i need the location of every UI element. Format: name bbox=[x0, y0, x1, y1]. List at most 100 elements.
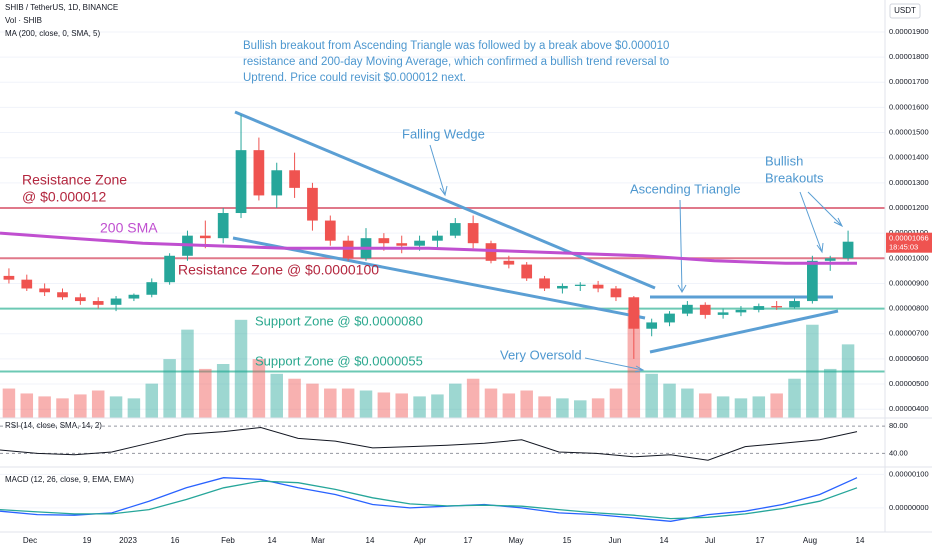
candle-body bbox=[449, 223, 461, 236]
x-tick-label: Jul bbox=[705, 536, 715, 545]
x-tick-label: 19 bbox=[83, 536, 92, 545]
volume-bar bbox=[716, 396, 730, 418]
rsi-legend: RSI (14, close, SMA, 14, 2) bbox=[5, 421, 102, 430]
currency[interactable]: USDT bbox=[894, 6, 916, 15]
volume-legend: Vol · SHIB bbox=[5, 16, 42, 25]
y-tick-label: 0.00001300 bbox=[889, 178, 929, 187]
x-tick-label: Aug bbox=[803, 536, 817, 545]
annotation: Bullish bbox=[765, 153, 803, 168]
zone-label: @ $0.000012 bbox=[22, 189, 106, 205]
candle-body bbox=[771, 306, 783, 308]
y-tick-label: 0.00001800 bbox=[889, 52, 929, 61]
candle-body bbox=[717, 312, 729, 315]
volume-bar bbox=[431, 394, 444, 418]
candle-body bbox=[574, 284, 586, 286]
volume-bar bbox=[645, 373, 658, 418]
volume-bar bbox=[181, 329, 194, 418]
y-tick-label: 0.00000800 bbox=[889, 304, 929, 313]
volume-bar bbox=[252, 359, 266, 418]
volume-bar bbox=[627, 310, 641, 418]
candle-body bbox=[414, 240, 425, 246]
candle-body bbox=[467, 223, 479, 244]
volume-bar bbox=[538, 396, 551, 418]
candle-body bbox=[307, 187, 318, 221]
volume-bar bbox=[234, 319, 248, 418]
y-tick-label: 0.00001100 bbox=[889, 228, 928, 237]
annotation: Breakouts bbox=[765, 170, 824, 185]
x-tick-label: 2023 bbox=[119, 536, 137, 545]
y-tick-label: 0.00001900 bbox=[889, 27, 929, 36]
y-tick-label: 0.00000700 bbox=[889, 329, 929, 338]
volume-bar bbox=[306, 383, 319, 418]
x-tick-label: Apr bbox=[414, 536, 427, 545]
volume-bar bbox=[38, 396, 51, 418]
volume-bar bbox=[109, 396, 123, 418]
volume-bar bbox=[91, 390, 105, 418]
volume-bar bbox=[449, 383, 462, 418]
candle-body bbox=[289, 170, 300, 188]
x-tick-label: Jun bbox=[609, 536, 622, 545]
candle-body bbox=[432, 235, 443, 241]
candle-body bbox=[646, 322, 658, 329]
y-tick-label: 0.00000600 bbox=[889, 354, 929, 363]
volume-bar bbox=[56, 398, 69, 418]
candle-body bbox=[503, 260, 515, 265]
candle-body bbox=[92, 301, 104, 305]
candle-body bbox=[57, 292, 68, 298]
volume-bar bbox=[502, 393, 516, 418]
headline: Uptrend. Price could revisit $0.000012 n… bbox=[243, 72, 466, 84]
triangle-bottom bbox=[649, 309, 839, 354]
volume-bar bbox=[199, 368, 212, 418]
countdown: 18:45:03 bbox=[889, 243, 918, 252]
annotation: Falling Wedge bbox=[402, 126, 485, 141]
zone-label: Resistance Zone @ $0.0000100 bbox=[178, 262, 379, 278]
volume-bar bbox=[395, 393, 408, 418]
x-tick-label: Feb bbox=[221, 536, 235, 545]
volume-bar bbox=[145, 383, 159, 418]
x-tick-label: May bbox=[508, 536, 523, 545]
volume-bar bbox=[752, 396, 766, 418]
candle-body bbox=[789, 301, 800, 308]
ma-legend: MA (200, close, 0, SMA, 5) bbox=[5, 29, 100, 38]
candle-body bbox=[39, 288, 50, 293]
y-tick-label: 0.00000500 bbox=[889, 379, 929, 388]
currency-box[interactable] bbox=[889, 3, 921, 19]
x-tick-label: 17 bbox=[756, 536, 765, 545]
y-tick-label: 0.00001600 bbox=[889, 102, 929, 111]
wedge-bottom bbox=[232, 236, 646, 320]
candle-body bbox=[110, 298, 122, 305]
candle-body bbox=[592, 284, 604, 289]
volume-bar bbox=[377, 392, 391, 418]
under-layer bbox=[0, 31, 885, 418]
x-tick-label: 14 bbox=[856, 536, 865, 545]
candle-body bbox=[664, 313, 675, 323]
sma-label: 200 SMA bbox=[100, 220, 158, 236]
volume-bar bbox=[734, 398, 748, 418]
volume-bar bbox=[466, 378, 480, 418]
candle-body bbox=[824, 258, 836, 261]
volume-bar bbox=[841, 344, 855, 418]
y-tick-label: 0.00001700 bbox=[889, 77, 929, 86]
macd-tick-label: 0.00000000 bbox=[889, 503, 929, 512]
candle-body bbox=[3, 275, 15, 280]
headline: Bullish breakout from Ascending Triangle… bbox=[243, 40, 669, 52]
y-tick-label: 0.00001000 bbox=[889, 253, 929, 262]
volume-bar bbox=[698, 393, 712, 418]
volume-bar bbox=[609, 388, 623, 418]
macd-tick-label: 0.00000100 bbox=[889, 469, 929, 478]
volume-bar bbox=[681, 388, 694, 418]
volume-bar bbox=[359, 390, 373, 418]
zone-label: Resistance Zone bbox=[22, 172, 127, 188]
x-tick-label: Dec bbox=[23, 536, 37, 545]
last-price: 0.00001066 bbox=[889, 234, 929, 243]
arrow bbox=[429, 144, 448, 197]
candle-body bbox=[164, 255, 175, 283]
rsi-line bbox=[0, 426, 858, 461]
macd-line bbox=[0, 477, 858, 522]
sma-line bbox=[0, 231, 857, 265]
candle-body bbox=[378, 238, 390, 244]
candle-body bbox=[128, 294, 140, 299]
candle-body bbox=[610, 288, 622, 298]
volume-bar bbox=[574, 400, 587, 418]
